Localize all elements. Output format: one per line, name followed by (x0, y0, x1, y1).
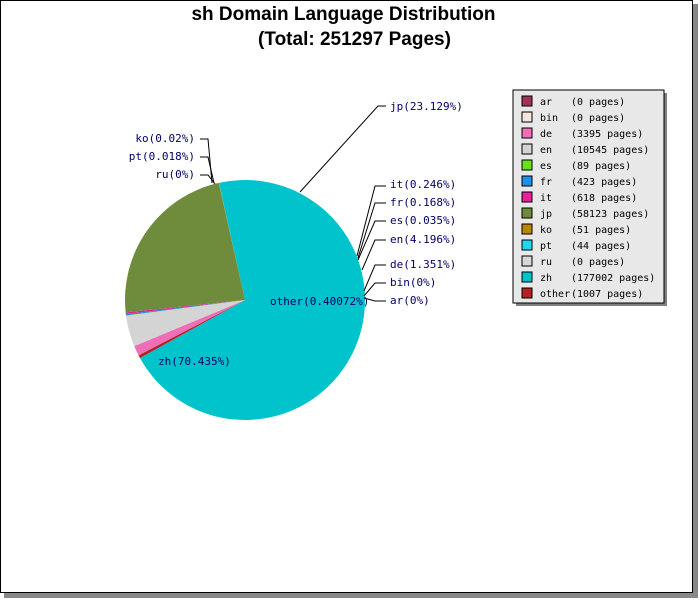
legend-value-it: (618 pages) (571, 193, 637, 204)
pie-slice-zh (139, 179, 366, 420)
legend-value-de: (3395 pages) (571, 129, 643, 140)
legend-name-de: de (540, 129, 552, 140)
label-leader-lines (200, 105, 386, 302)
legend-value-jp: (58123 pages) (571, 209, 649, 220)
slice-label-ar: ar(0%) (390, 294, 430, 307)
slice-label-jp: jp(23.129%) (390, 100, 463, 113)
legend-name-fr: fr (540, 177, 552, 188)
leader-line-ru (200, 174, 216, 185)
pie-slice-ko (218, 182, 245, 300)
legend-name-ko: ko (540, 225, 552, 236)
legend-swatch-jp (521, 207, 533, 219)
chart-subtitle: (Total: 251297 Pages) (258, 29, 451, 50)
legend-value-bin: (0 pages) (571, 113, 625, 124)
leader-line-en (361, 239, 386, 271)
legend-value-zh: (177002 pages) (571, 273, 655, 284)
slice-label-fr: fr(0.168%) (390, 196, 456, 209)
legend-value-ko: (51 pages) (571, 225, 631, 236)
legend-name-pt: pt (540, 241, 552, 252)
legend-name-ru: ru (540, 257, 552, 268)
pie-slices (125, 179, 366, 420)
leader-line-pt (200, 156, 215, 184)
legend-swatch-en (521, 143, 533, 155)
legend-name-zh: zh (540, 273, 552, 284)
legend-swatch-ru (521, 255, 533, 267)
slice-label-other: other(0.40072%) (270, 295, 369, 308)
legend-value-pt: (44 pages) (571, 241, 631, 252)
legend-name-bin: bin (540, 113, 558, 124)
legend-swatch-de (521, 127, 533, 139)
frame-shadow-bottom (4, 593, 698, 598)
leader-line-jp (299, 105, 386, 193)
leader-line-ar (363, 297, 386, 302)
slice-label-es: es(0.035%) (390, 214, 456, 227)
slice-label-en: en(4.196%) (390, 233, 456, 246)
legend: ar (0 pages) bin (0 pages) de (3395 pages) en (… (512, 89, 667, 306)
frame-shadow-right (693, 4, 698, 598)
slice-labels: ar(0%) bin(0%) de(1.351%) en(4.196%) es(0.03… (129, 100, 463, 368)
slice-label-ko: ko(0.02%) (135, 132, 195, 145)
legend-box (512, 89, 665, 304)
pie-slice-de (134, 300, 245, 356)
legend-value-ru: (0 pages) (571, 257, 625, 268)
legend-swatch-ko (521, 223, 533, 235)
chart-title: sh Domain Language Distribution (191, 4, 496, 25)
legend-value-fr: (423 pages) (571, 177, 637, 188)
pie-slice-it (125, 300, 245, 315)
legend-name-jp: jp (540, 209, 552, 220)
slice-label-bin: bin(0%) (390, 276, 436, 289)
leader-line-bin (363, 282, 386, 297)
legend-value-es: (89 pages) (571, 161, 631, 172)
legend-name-en: en (540, 145, 552, 156)
legend-name-it: it (540, 193, 552, 204)
legend-swatch-fr (521, 175, 533, 187)
slice-label-zh: zh(70.435%) (158, 355, 231, 368)
leader-line-it (356, 185, 386, 257)
legend-swatch-it (521, 191, 533, 203)
leader-line-de (363, 264, 386, 292)
legend-swatch-zh (521, 271, 533, 283)
pie-slice-es (126, 300, 245, 316)
pie-slice-jp (125, 182, 245, 313)
leader-line-fr (357, 202, 386, 259)
leader-line-ko (200, 138, 213, 184)
slice-label-de: de(1.351%) (390, 258, 456, 271)
pie-slice-en (126, 300, 245, 347)
legend-name-ar: ar (540, 97, 552, 108)
legend-swatch-ar (521, 95, 533, 107)
slice-label-ru: ru(0%) (155, 168, 195, 181)
pie-slice-pt (218, 182, 245, 300)
legend-swatch-other (521, 287, 533, 299)
pie-slice-other (138, 300, 245, 359)
legend-swatch-es (521, 159, 533, 171)
legend-name-other: other (540, 289, 570, 300)
legend-name-es: es (540, 161, 552, 172)
legend-value-other: (1007 pages) (571, 289, 643, 300)
legend-value-en: (10545 pages) (571, 145, 649, 156)
legend-swatch-pt (521, 239, 533, 251)
legend-value-ar: (0 pages) (571, 97, 625, 108)
pie-slice-fr (125, 300, 245, 316)
slice-label-pt: pt(0.018%) (129, 150, 195, 163)
legend-swatch-bin (521, 111, 533, 123)
leader-line-es (357, 220, 386, 261)
slice-label-it: it(0.246%) (390, 178, 456, 191)
